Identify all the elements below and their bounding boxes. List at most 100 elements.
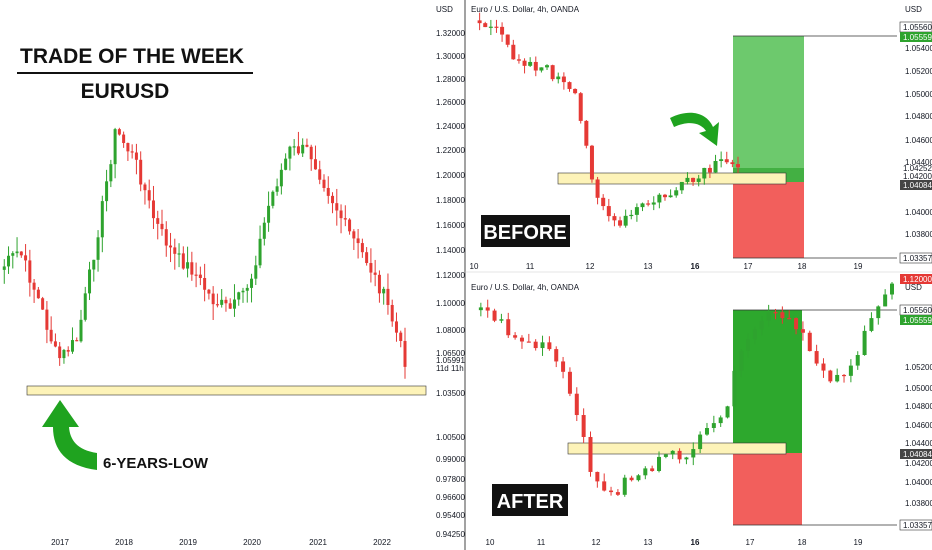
candle-body — [519, 337, 524, 342]
candle-body — [540, 342, 545, 349]
candle-body — [622, 477, 627, 495]
candle-body — [848, 365, 853, 376]
candle-body — [331, 195, 335, 204]
candle-body — [855, 354, 860, 366]
candle-body — [360, 243, 364, 253]
candle-body — [550, 65, 555, 80]
candle-body — [186, 262, 190, 269]
candle-body — [478, 307, 483, 311]
candle-body — [780, 312, 785, 319]
candle-body — [296, 146, 300, 154]
candle-body — [677, 450, 682, 460]
candle-body — [636, 475, 641, 481]
candle-body — [773, 312, 778, 314]
candle-body — [766, 312, 771, 321]
candle-body — [488, 26, 493, 28]
candle-body — [533, 341, 538, 349]
candle-body — [147, 190, 151, 201]
candle-body — [143, 184, 147, 191]
candle-body — [719, 159, 724, 161]
candle-body — [151, 200, 155, 219]
candle-body — [702, 167, 707, 179]
candle-body — [258, 238, 262, 266]
candle-body — [326, 187, 330, 196]
candle-body — [862, 330, 867, 355]
candle-body — [606, 206, 611, 217]
candle-body — [369, 263, 373, 273]
left-candles — [2, 127, 407, 379]
support-zone — [26, 385, 427, 396]
candle-body — [365, 252, 369, 264]
candle-body — [640, 203, 645, 208]
candle-body — [684, 457, 689, 460]
candle-body — [584, 120, 589, 146]
candle-body — [348, 219, 352, 232]
x-tick-label: 2022 — [373, 538, 391, 547]
candle-body — [62, 349, 66, 359]
candle-body — [190, 262, 194, 275]
candle-body — [657, 194, 662, 203]
candle-body — [601, 197, 606, 207]
candle-body — [399, 332, 403, 341]
y-tick-label: 1.04400 — [905, 439, 932, 448]
candle-body — [828, 370, 833, 382]
candle-body — [526, 341, 531, 343]
candle-body — [19, 251, 23, 256]
x-tick-label: 12 — [586, 262, 595, 271]
y-tick-label: 1.32000 — [436, 29, 465, 38]
candle-body — [301, 144, 305, 154]
candle-body — [602, 481, 607, 491]
candle-body — [483, 23, 488, 28]
y-tick-label: 1.22000 — [436, 146, 465, 155]
y-tick-label: 1.05000 — [905, 90, 932, 99]
y-tick-label: 1.00500 — [436, 433, 465, 442]
tag-tp2 — [900, 32, 932, 42]
candle-body — [646, 203, 651, 205]
candle-body — [506, 319, 511, 336]
y-tick-label: 1.18000 — [436, 196, 465, 205]
bottom-sl-zone — [733, 453, 802, 525]
tag-stop-text: 1.03357 — [903, 254, 932, 263]
before-label: BEFORE — [483, 222, 566, 244]
candle-body — [96, 237, 100, 260]
candle-body — [224, 299, 228, 304]
candle-body — [164, 229, 168, 246]
candle-body — [511, 44, 516, 60]
bottom-title: Euro / U.S. Dollar, 4h, OANDA — [471, 283, 580, 292]
candle-body — [45, 309, 49, 330]
candle-body — [588, 436, 593, 472]
candle-body — [207, 289, 211, 294]
candle-body — [650, 468, 655, 472]
candle-body — [254, 265, 258, 279]
candle-body — [554, 349, 559, 362]
candle-body — [356, 238, 360, 244]
y-tick-label: 1.05991 — [436, 356, 465, 365]
candle-body — [394, 321, 398, 333]
candle-body — [567, 82, 572, 89]
bottom-candles — [478, 281, 894, 497]
candle-body — [679, 181, 684, 191]
y-tick-label: 1.03800 — [905, 230, 932, 239]
candle-body — [842, 374, 847, 377]
candle-body — [662, 194, 667, 198]
y-tick-label: 1.04800 — [905, 402, 932, 411]
candle-body — [589, 145, 594, 180]
top-currency-left: USD — [436, 5, 453, 14]
y-tick-label: 0.95400 — [436, 511, 465, 520]
tp-zone — [733, 36, 804, 168]
candle-body — [528, 61, 533, 66]
candle-body — [713, 160, 718, 173]
x-tick-label: 18 — [798, 538, 807, 547]
candle-body — [759, 320, 764, 330]
mid-y-axis: 1.32000 1.30000 1.28000 1.26000 1.24000 1.220… — [436, 29, 465, 539]
top-chart: Euro / U.S. Dollar, 4h, OANDA USD BEFORE… — [470, 5, 932, 271]
candle-body — [500, 26, 505, 35]
candle-body — [343, 218, 347, 220]
candle-body — [271, 191, 275, 206]
candle-body — [890, 283, 894, 295]
candle-body — [169, 245, 173, 248]
x-tick-label: 10 — [486, 538, 495, 547]
candle-body — [581, 415, 586, 437]
candle-body — [513, 335, 518, 338]
curved-arrow — [670, 112, 719, 146]
